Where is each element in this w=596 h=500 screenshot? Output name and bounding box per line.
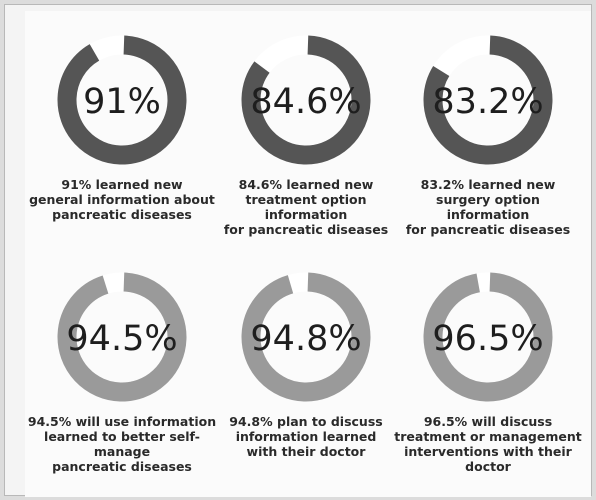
caption-line: with their doctor xyxy=(246,444,366,459)
ring-value-label: 94.8% xyxy=(250,319,361,359)
caption-line: pancreatic diseases xyxy=(52,459,192,474)
image-frame: 91% 91% learned new general information … xyxy=(4,4,592,497)
ring-value-label: 96.5% xyxy=(432,319,543,359)
caption-line: general information about xyxy=(29,192,215,207)
donut-chart: 84.6% xyxy=(241,35,371,165)
caption-line: for pancreatic diseases xyxy=(405,222,571,237)
caption-line: pancreatic diseases xyxy=(52,207,192,222)
ring-value-label: 84.6% xyxy=(250,82,361,122)
stat-card: 94.8% 94.8% plan to discuss information … xyxy=(211,272,401,459)
donut-chart: 91% xyxy=(57,35,187,165)
caption-line: treatment option information xyxy=(245,192,367,222)
caption-line: treatment or management xyxy=(394,429,582,444)
caption-line: interventions with their doctor xyxy=(404,444,572,474)
caption-line: 91% learned new xyxy=(61,177,183,192)
caption-line: surgery option information xyxy=(436,192,540,222)
caption-line: learned to better self-manage xyxy=(44,429,200,459)
caption-line: 94.8% plan to discuss xyxy=(229,414,383,429)
stat-card: 84.6% 84.6% learned new treatment option… xyxy=(211,35,401,237)
donut-chart: 94.5% xyxy=(57,272,187,402)
stat-caption: 96.5% will discuss treatment or manageme… xyxy=(393,414,583,474)
ring-value-label: 91% xyxy=(83,82,161,122)
ring-value-label: 83.2% xyxy=(432,82,543,122)
donut-chart: 83.2% xyxy=(423,35,553,165)
stat-caption: 94.5% will use information learned to be… xyxy=(27,414,217,474)
caption-line: 84.6% learned new xyxy=(238,177,374,192)
stat-caption: 91% learned new general information abou… xyxy=(27,177,217,222)
stat-card: 91% 91% learned new general information … xyxy=(27,35,217,222)
caption-line: information learned xyxy=(235,429,377,444)
donut-chart: 94.8% xyxy=(241,272,371,402)
stat-caption: 94.8% plan to discuss information learne… xyxy=(211,414,401,459)
stat-caption: 84.6% learned new treatment option infor… xyxy=(211,177,401,237)
stat-card: 83.2% 83.2% learned new surgery option i… xyxy=(393,35,583,237)
infographic-panel: 91% 91% learned new general information … xyxy=(25,11,591,497)
stat-card: 96.5% 96.5% will discuss treatment or ma… xyxy=(393,272,583,474)
caption-line: 96.5% will discuss xyxy=(423,414,553,429)
caption-line: 94.5% will use information xyxy=(27,414,217,429)
stat-caption: 83.2% learned new surgery option informa… xyxy=(393,177,583,237)
donut-chart: 96.5% xyxy=(423,272,553,402)
caption-line: 83.2% learned new xyxy=(420,177,556,192)
ring-value-label: 94.5% xyxy=(66,319,177,359)
ring-arc xyxy=(57,272,187,402)
caption-line: for pancreatic diseases xyxy=(223,222,389,237)
stat-card: 94.5% 94.5% will use information learned… xyxy=(27,272,217,474)
ring-arc xyxy=(57,35,187,165)
